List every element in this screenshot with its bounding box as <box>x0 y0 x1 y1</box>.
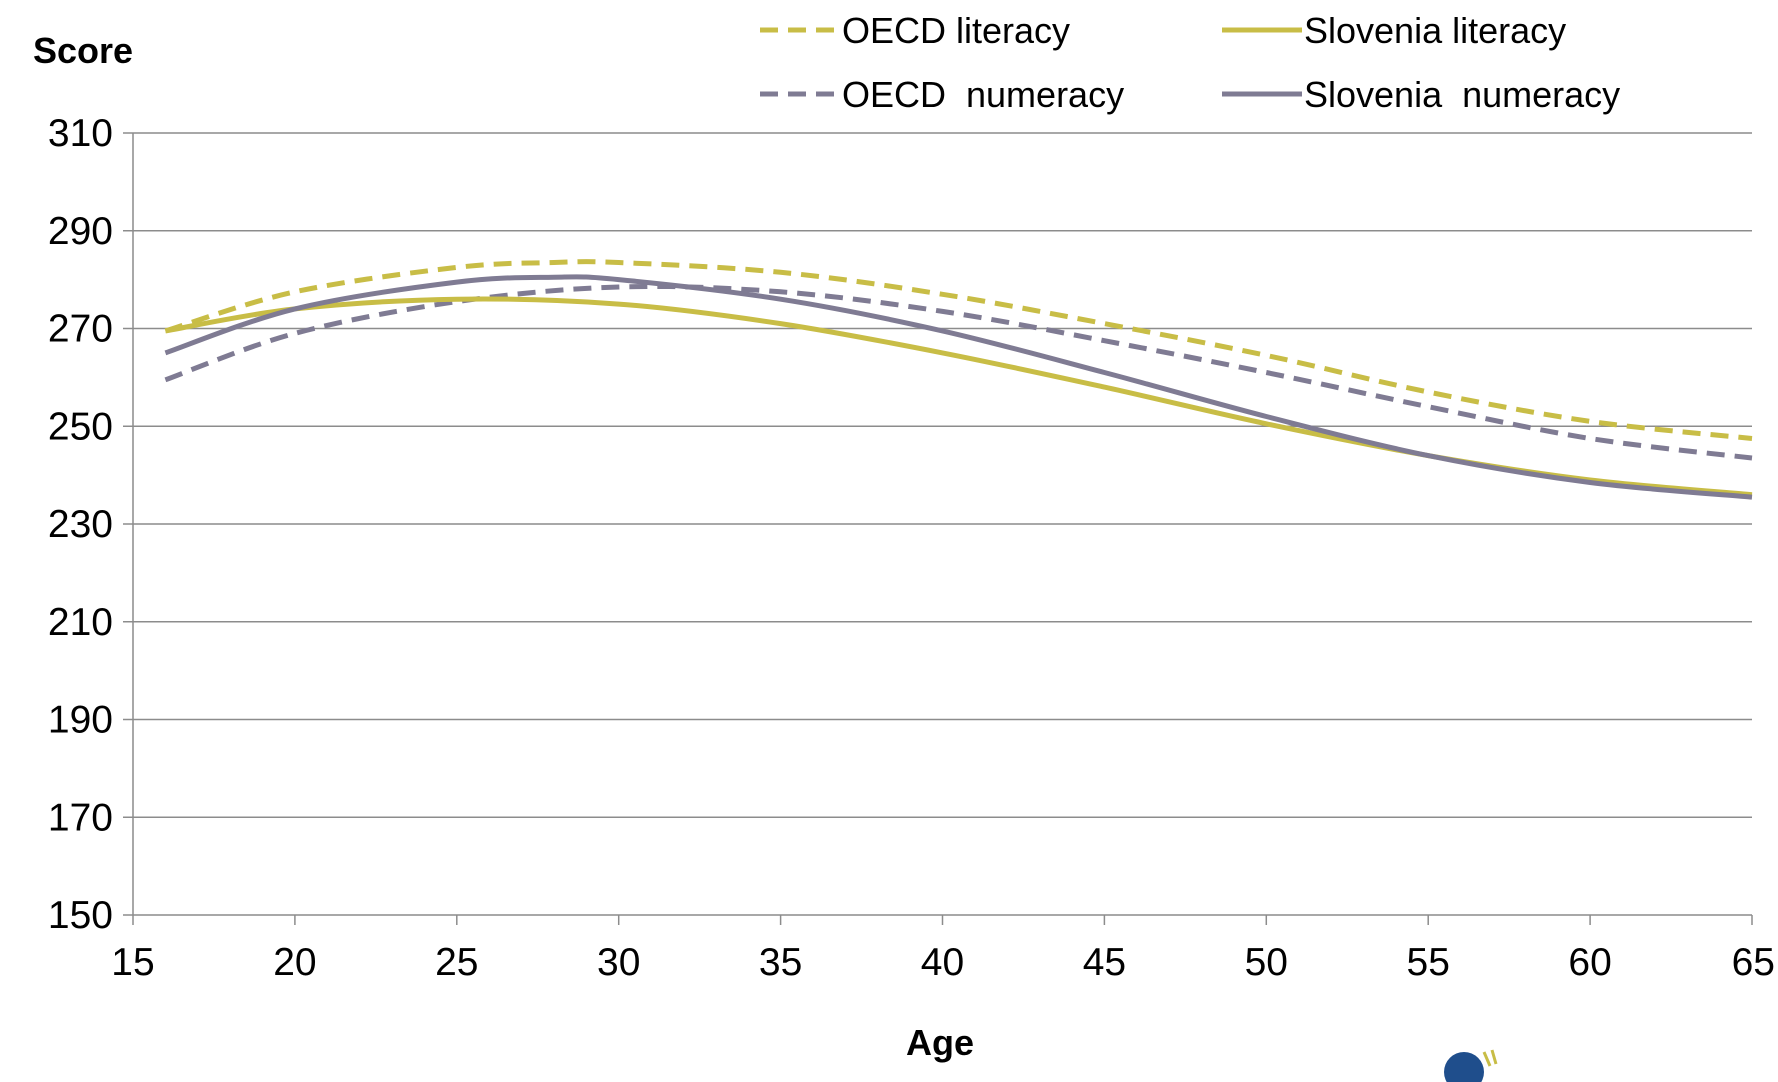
x-tick-label: 65 <box>1732 941 1775 984</box>
x-tick-label: 45 <box>1083 941 1126 984</box>
legend-label: Slovenia literacy <box>1304 10 1566 51</box>
y-tick-label: 250 <box>48 405 113 448</box>
y-tick-label: 270 <box>48 308 113 351</box>
x-tick-label: 55 <box>1407 941 1450 984</box>
y-tick-label: 170 <box>48 796 113 839</box>
series-line-slovenia-numeracy <box>164 274 1753 500</box>
legend-item: Slovenia literacy <box>1222 10 1566 51</box>
y-tick-label: 150 <box>48 894 113 937</box>
x-tick-label: 25 <box>435 941 478 984</box>
y-tick-label: 210 <box>48 601 113 644</box>
x-axis-title: Age <box>906 1022 974 1063</box>
y-tick-labels: 150 170 190 210 230 250 270 290 310 <box>48 112 113 937</box>
y-tick-label: 190 <box>48 699 113 742</box>
series-line-oecd-numeracy <box>164 283 1753 461</box>
x-tick-label: 20 <box>273 941 316 984</box>
x-tick-labels: 15 20 25 30 35 40 45 50 55 60 65 <box>111 941 1775 984</box>
x-tick-label: 40 <box>921 941 964 984</box>
y-tick-label: 290 <box>48 210 113 253</box>
legend: OECD literacy Slovenia literacy OECD numer… <box>760 10 1620 115</box>
x-tick-label: 50 <box>1245 941 1288 984</box>
legend-label: OECD numeracy <box>842 74 1124 115</box>
y-tick-label: 230 <box>48 503 113 546</box>
series-line-oecd-literacy <box>164 259 1753 441</box>
axes <box>123 132 1753 925</box>
legend-item: OECD literacy <box>760 10 1070 51</box>
x-tick-label: 30 <box>597 941 640 984</box>
logo-icon <box>1444 1049 1498 1082</box>
legend-label: OECD literacy <box>842 10 1070 51</box>
grid-lines <box>133 132 1752 818</box>
legend-label: Slovenia numeracy <box>1304 74 1620 115</box>
legend-item: OECD numeracy <box>760 74 1124 115</box>
y-tick-label: 310 <box>48 112 113 155</box>
series-lines <box>164 259 1753 500</box>
x-tick-label: 35 <box>759 941 802 984</box>
x-tick-label: 15 <box>111 941 154 984</box>
y-axis-title: Score <box>33 30 133 71</box>
legend-item: Slovenia numeracy <box>1222 74 1620 115</box>
x-tick-label: 60 <box>1568 941 1611 984</box>
